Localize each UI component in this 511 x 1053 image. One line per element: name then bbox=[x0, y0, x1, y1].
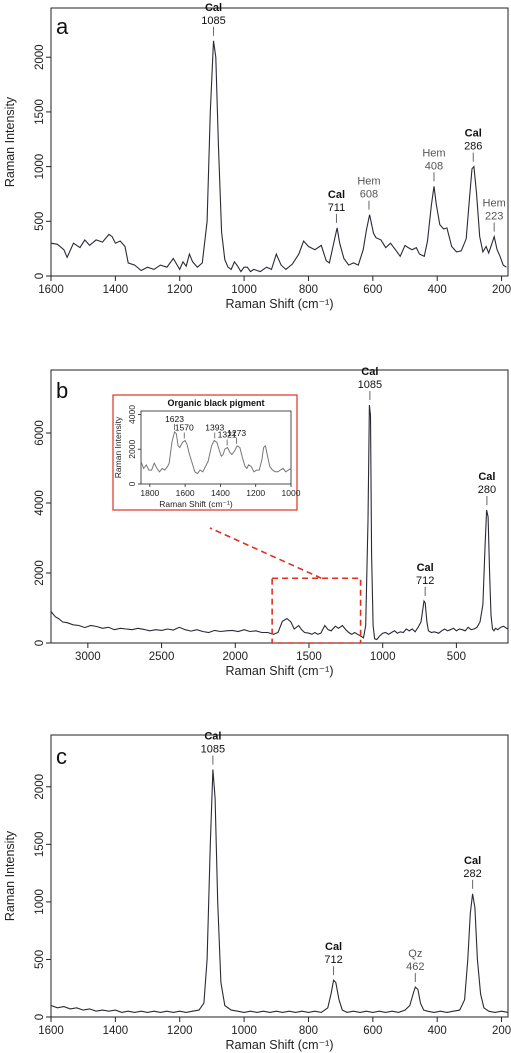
peak-value: 712 bbox=[324, 954, 342, 966]
plot-frame bbox=[50, 734, 509, 1018]
peak-value: 1085 bbox=[201, 744, 225, 756]
peak-value: 282 bbox=[463, 868, 481, 880]
peak-label: Hem bbox=[483, 198, 506, 210]
peak-value: 408 bbox=[425, 160, 443, 172]
inset-peak-label: 1393 bbox=[205, 423, 224, 433]
peak-label: Cal bbox=[325, 941, 342, 953]
inset-peak-label: 1273 bbox=[227, 428, 246, 438]
peak-label: Cal bbox=[465, 128, 482, 140]
peak-label: Cal bbox=[204, 731, 221, 743]
inset-peak-label: 1321 bbox=[218, 430, 237, 440]
peak-label: Cal bbox=[417, 562, 434, 574]
peak-value: 608 bbox=[360, 189, 378, 201]
x-tick-label: 1000 bbox=[231, 284, 257, 296]
inset-y-tick-label: 0 bbox=[127, 481, 137, 486]
peak-label: Cal bbox=[478, 471, 495, 483]
y-tick-label: 1500 bbox=[34, 99, 46, 125]
y-tick-label: 0 bbox=[34, 273, 46, 279]
x-tick-label: 1500 bbox=[296, 651, 322, 663]
inset-x-tick-label: 1200 bbox=[246, 488, 265, 498]
peak-value: 223 bbox=[485, 211, 503, 223]
panel-letter: b bbox=[56, 378, 68, 403]
y-tick-label: 500 bbox=[34, 212, 46, 231]
panel-letter: c bbox=[56, 744, 67, 769]
inset-x-axis-label: Raman Shift (cm⁻¹) bbox=[159, 499, 233, 509]
inset-x-tick-label: 1600 bbox=[176, 488, 195, 498]
x-tick-label: 3000 bbox=[75, 651, 101, 663]
panel-c: 1600 1400 1200 1000 800 600 400 200050010001500… bbox=[3, 731, 511, 1052]
y-tick-label: 1000 bbox=[34, 889, 46, 915]
y-tick-label: 4000 bbox=[34, 490, 46, 516]
inset-x-tick-label: 1000 bbox=[282, 488, 301, 498]
x-tick-label: 800 bbox=[299, 1025, 318, 1037]
peak-value: 462 bbox=[406, 961, 424, 973]
x-axis-label: Raman Shift (cm⁻¹) bbox=[225, 1038, 333, 1052]
peak-value: 286 bbox=[464, 141, 482, 153]
spectrum-line bbox=[50, 404, 509, 641]
y-tick-label: 2000 bbox=[34, 44, 46, 70]
peak-value: 1085 bbox=[358, 379, 382, 391]
panel-letter: a bbox=[56, 14, 69, 39]
x-tick-label: 200 bbox=[492, 1025, 511, 1037]
inset-spectrum-line bbox=[140, 430, 292, 475]
spectrum-line bbox=[50, 40, 507, 273]
y-tick-label: 0 bbox=[34, 1014, 46, 1020]
peak-label: Hem bbox=[357, 176, 380, 188]
spectrum-line bbox=[50, 769, 509, 1013]
peak-label: Cal bbox=[361, 366, 378, 378]
x-axis-label: Raman Shift (cm⁻¹) bbox=[225, 664, 333, 678]
inset-x-tick-label: 1800 bbox=[140, 488, 159, 498]
x-tick-label: 1600 bbox=[38, 1025, 64, 1037]
x-tick-label: 600 bbox=[363, 1025, 382, 1037]
x-tick-label: 1000 bbox=[370, 651, 396, 663]
y-axis-label: Raman Intensity bbox=[3, 830, 17, 921]
inset-peak-label: 1570 bbox=[175, 423, 194, 433]
peak-label: Cal bbox=[205, 2, 222, 14]
y-tick-label: 1500 bbox=[34, 832, 46, 858]
y-tick-label: 2000 bbox=[34, 774, 46, 800]
peak-value: 712 bbox=[416, 575, 434, 587]
x-tick-label: 1000 bbox=[231, 1025, 257, 1037]
x-tick-label: 2500 bbox=[149, 651, 175, 663]
y-axis-label: Raman Intensity bbox=[3, 96, 17, 187]
inset-title: Organic black pigment bbox=[167, 398, 264, 408]
inset-peak-label: 1623 bbox=[165, 414, 184, 424]
y-tick-label: 0 bbox=[34, 640, 46, 646]
x-tick-label: 600 bbox=[363, 284, 382, 296]
x-axis-label: Raman Shift (cm⁻¹) bbox=[225, 297, 333, 311]
x-tick-label: 800 bbox=[299, 284, 318, 296]
y-tick-label: 500 bbox=[34, 950, 46, 969]
panel-b: 3000 2500 2000 1500 1000 500 0 2000 4000 6000 Rama… bbox=[34, 366, 509, 678]
peak-value: 1085 bbox=[201, 15, 225, 27]
peak-label: Cal bbox=[328, 189, 345, 201]
x-tick-label: 1400 bbox=[103, 284, 129, 296]
y-tick-label: 1000 bbox=[34, 154, 46, 180]
inset-y-tick-label: 2000 bbox=[127, 440, 137, 459]
inset-plot-frame bbox=[140, 410, 292, 485]
peak-label: Qz bbox=[408, 948, 422, 960]
highlight-box bbox=[271, 577, 362, 644]
peak-value: 711 bbox=[328, 202, 346, 214]
x-tick-label: 1200 bbox=[167, 1025, 193, 1037]
y-tick-label: 2000 bbox=[34, 560, 46, 586]
peak-label: Hem bbox=[422, 147, 445, 159]
x-tick-label: 1600 bbox=[38, 284, 64, 296]
x-tick-label: 200 bbox=[492, 284, 511, 296]
plot-frame bbox=[50, 7, 509, 277]
inset-x-tick-label: 1400 bbox=[211, 488, 230, 498]
peak-label: Cal bbox=[464, 855, 481, 867]
x-tick-label: 400 bbox=[428, 1025, 447, 1037]
x-tick-label: 2000 bbox=[222, 651, 248, 663]
x-tick-label: 400 bbox=[428, 284, 447, 296]
panel-a: 1600 1400 1200 1000 800 600 400 200050010001500… bbox=[3, 2, 511, 311]
inset-y-tick-label: 4000 bbox=[127, 405, 137, 424]
x-tick-label: 1200 bbox=[167, 284, 193, 296]
peak-value: 280 bbox=[478, 484, 496, 496]
inset-y-axis-label: Raman Intensity bbox=[113, 416, 123, 478]
x-tick-label: 1400 bbox=[103, 1025, 129, 1037]
y-tick-label: 6000 bbox=[34, 420, 46, 446]
x-tick-label: 500 bbox=[447, 651, 466, 663]
inset-connector bbox=[209, 527, 322, 579]
